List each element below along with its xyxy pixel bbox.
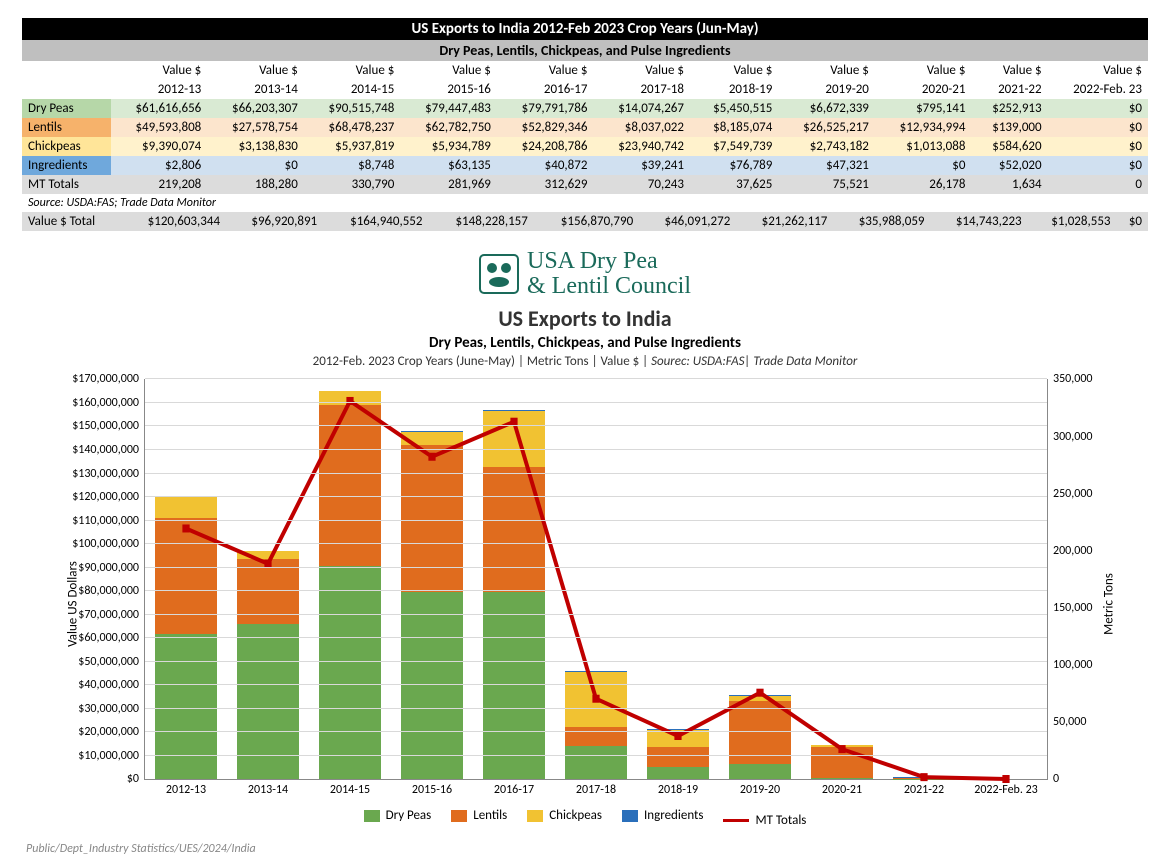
x-category: 2013-14 [227, 779, 309, 797]
table-header-row-1: Value $Value $Value $Value $Value $Value… [22, 61, 1148, 80]
y-tick-left: $20,000,000 [78, 725, 145, 739]
logo-line1: USA Dry Pea [527, 249, 691, 274]
y-tick-left: $10,000,000 [78, 749, 145, 763]
y-tick-right: 150,000 [1047, 601, 1093, 615]
y-tick-left: $140,000,000 [72, 443, 145, 457]
chart-legend: Dry Peas Lentils Chickpeas Ingredients MT To… [52, 808, 1118, 828]
table-row: Value $ Total$120,603,344$96,920,891$164… [22, 212, 1148, 231]
legend-item: Ingredients [622, 808, 703, 823]
chart-meta-source: Sourec: USDA:FAS| Trade Data Monitor [651, 354, 857, 369]
y-tick-right: 100,000 [1047, 658, 1093, 672]
x-category: 2020-21 [801, 779, 883, 797]
y-tick-right: 200,000 [1047, 544, 1093, 558]
y-tick-right: 50,000 [1047, 715, 1086, 729]
table-title: US Exports to India 2012-Feb 2023 Crop Y… [22, 18, 1148, 40]
legend-item: Dry Peas [364, 808, 432, 823]
y-tick-left: $130,000,000 [72, 467, 145, 481]
chart-subtitle: Dry Peas, Lentils, Chickpeas, and Pulse … [22, 334, 1148, 352]
table-row: Ingredients$2,806$0$8,748$63,135$40,872$… [22, 156, 1148, 175]
chart-titles: US Exports to India Dry Peas, Lentils, C… [22, 305, 1148, 369]
x-category: 2016-17 [473, 779, 555, 797]
y-tick-left: $80,000,000 [78, 584, 145, 598]
table-row: Lentils$49,593,808$27,578,754$68,478,237… [22, 118, 1148, 137]
table-source: Source: USDA:FAS; Trade Data Monitor [22, 194, 1148, 212]
logo-icon [479, 254, 519, 294]
y-tick-left: $120,000,000 [72, 490, 145, 504]
y-tick-right: 0 [1047, 772, 1059, 786]
x-category: 2018-19 [637, 779, 719, 797]
y-tick-left: $40,000,000 [78, 678, 145, 692]
chart: Value US Dollars Metric Tons 2012-132013… [52, 379, 1118, 828]
x-category: 2014-15 [309, 779, 391, 797]
table-total: Value $ Total$120,603,344$96,920,891$164… [22, 212, 1148, 231]
x-category: 2021-22 [883, 779, 965, 797]
plot-area: 2012-132013-142014-152015-162016-172017-… [144, 379, 1048, 780]
chart-meta: 2012-Feb. 2023 Crop Years (June-May) | M… [313, 354, 651, 369]
y-tick-left: $60,000,000 [78, 631, 145, 645]
x-category: 2015-16 [391, 779, 473, 797]
table-row: Dry Peas$61,616,656$66,203,307$90,515,74… [22, 99, 1148, 118]
y-tick-left: $160,000,000 [72, 396, 145, 410]
y-tick-left: $150,000,000 [72, 419, 145, 433]
table-row: Chickpeas$9,390,074$3,138,830$5,937,819$… [22, 137, 1148, 156]
data-table: Value $Value $Value $Value $Value $Value… [22, 61, 1148, 194]
legend-item: Chickpeas [527, 808, 602, 823]
y-tick-left: $70,000,000 [78, 608, 145, 622]
y-tick-right: 300,000 [1047, 430, 1093, 444]
y-tick-left: $100,000,000 [72, 537, 145, 551]
x-category: 2017-18 [555, 779, 637, 797]
legend-item: Lentils [451, 808, 507, 823]
y-tick-left: $30,000,000 [78, 702, 145, 716]
y-tick-left: $110,000,000 [72, 514, 145, 528]
table-row: MT Totals219,208188,280330,790281,969312… [22, 175, 1148, 194]
x-category: 2012-13 [145, 779, 227, 797]
table-header-row-2: 2012-132013-142014-152015-162016-172017-… [22, 80, 1148, 99]
y-tick-left: $90,000,000 [78, 561, 145, 575]
line-series [145, 379, 1047, 779]
chart-title: US Exports to India [22, 305, 1148, 332]
y-axis-right-label: Metric Tons [1102, 573, 1117, 635]
y-tick-right: 250,000 [1047, 487, 1093, 501]
x-category: 2019-20 [719, 779, 801, 797]
org-logo: USA Dry Pea & Lentil Council [22, 249, 1148, 299]
y-tick-right: 350,000 [1047, 372, 1093, 386]
y-tick-left: $50,000,000 [78, 655, 145, 669]
y-tick-left: $0 [127, 772, 145, 786]
page-footer: Public/Dept_Industry Statistics/UES/2024… [22, 828, 1148, 856]
table-subtitle: Dry Peas, Lentils, Chickpeas, and Pulse … [22, 40, 1148, 61]
y-tick-left: $170,000,000 [72, 372, 145, 386]
legend-item: MT Totals [723, 813, 806, 828]
logo-line2: & Lentil Council [527, 274, 691, 299]
